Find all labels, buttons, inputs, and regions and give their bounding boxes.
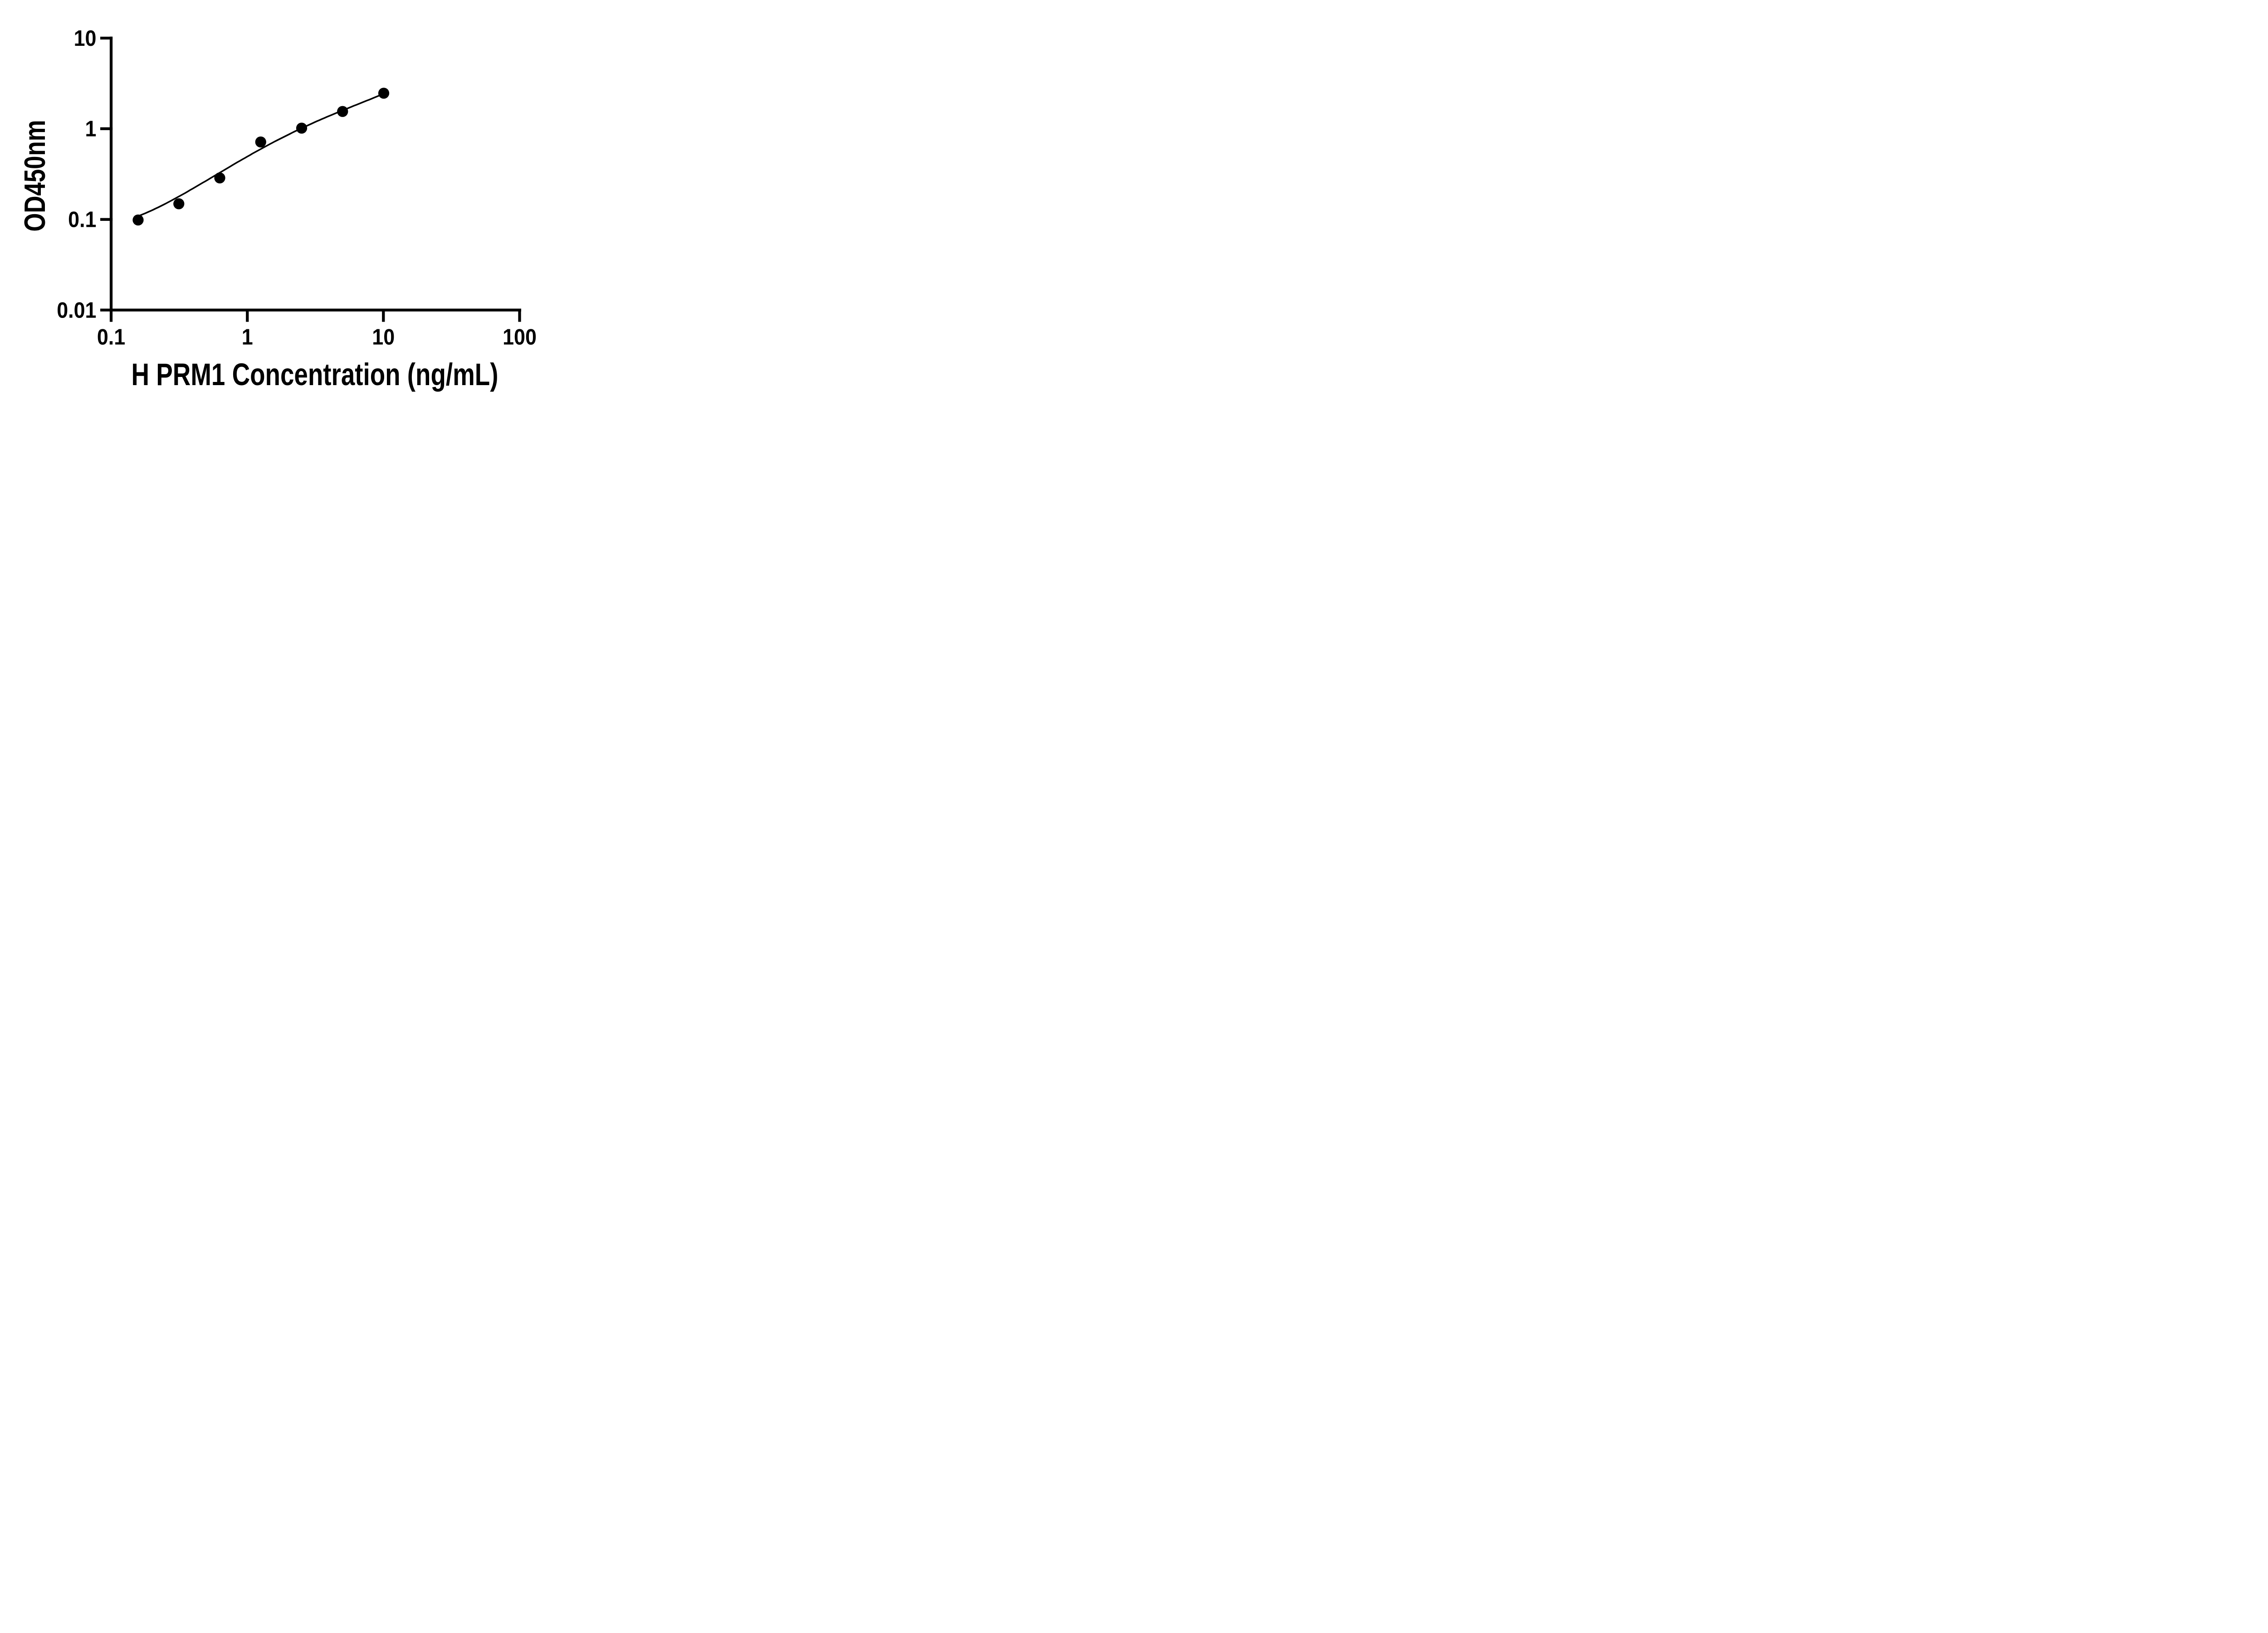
svg-text:H PRM1 Concentration (ng/mL): H PRM1 Concentration (ng/mL) [132, 357, 499, 392]
svg-text:10: 10 [372, 325, 395, 349]
svg-text:1: 1 [85, 117, 97, 141]
svg-text:0.1: 0.1 [97, 325, 125, 349]
svg-text:1: 1 [242, 325, 253, 349]
svg-text:10: 10 [74, 26, 97, 50]
svg-text:100: 100 [503, 325, 537, 349]
svg-text:0.1: 0.1 [68, 207, 96, 232]
svg-text:0.01: 0.01 [57, 298, 96, 323]
svg-text:OD450nm: OD450nm [18, 120, 52, 231]
